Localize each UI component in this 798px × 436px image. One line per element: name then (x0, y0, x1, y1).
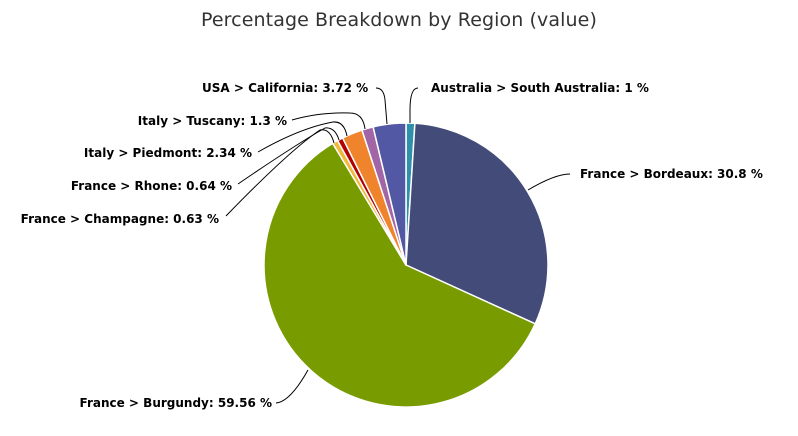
pie-slices (263, 122, 549, 408)
data-label-australia-south-australia: Australia > South Australia: 1 % (431, 81, 649, 95)
data-labels: Australia > South Australia: 1 % France >… (21, 81, 763, 410)
leader-line (527, 173, 571, 191)
leader-lines (225, 87, 571, 404)
pie-slice-france-bordeaux[interactable] (405, 122, 549, 325)
data-label-france-champagne: France > Champagne: 0.63 % (21, 212, 219, 226)
leader-line (257, 121, 348, 153)
leader-line (409, 87, 419, 123)
leader-line (237, 127, 340, 185)
leader-line (275, 369, 309, 404)
data-label-france-burgundy: France > Burgundy: 59.56 % (80, 396, 272, 410)
pie-slice-france-burgundy[interactable] (263, 142, 536, 408)
data-label-italy-tuscany: Italy > Tuscany: 1.3 % (138, 114, 287, 128)
pie-slice-usa-california[interactable] (372, 122, 407, 266)
data-label-usa-california: USA > California: 3.72 % (202, 81, 368, 95)
leader-line (291, 112, 366, 130)
chart-title: Percentage Breakdown by Region (value) (201, 9, 597, 31)
data-label-italy-piedmont: Italy > Piedmont: 2.34 % (84, 146, 252, 160)
leader-line (375, 87, 388, 125)
data-label-france-bordeaux: France > Bordeaux: 30.8 % (580, 167, 763, 181)
data-label-france-rhone: France > Rhone: 0.64 % (71, 179, 232, 193)
